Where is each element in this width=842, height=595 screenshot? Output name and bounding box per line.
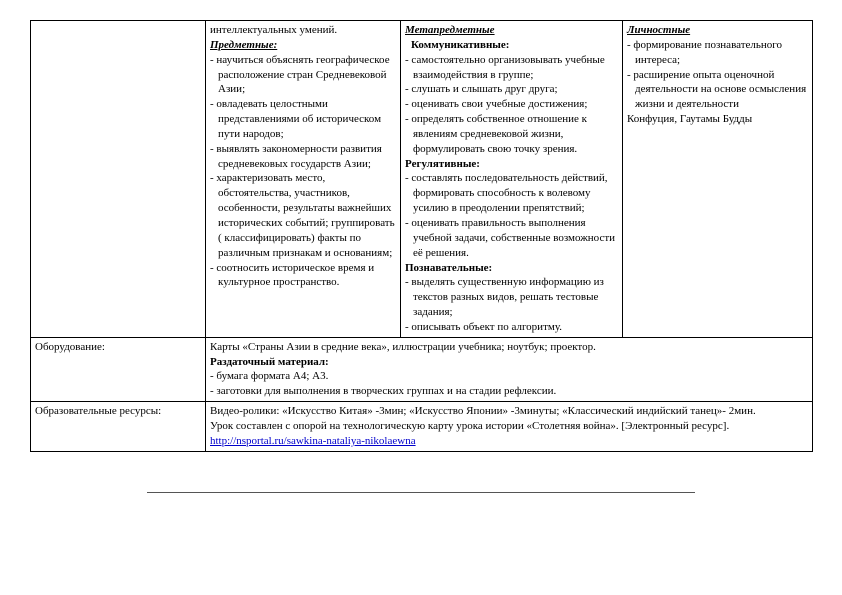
konfuciy-text: Конфуция, Гаутамы Будды xyxy=(627,112,808,127)
list-item: - характеризовать место, обстоятельства,… xyxy=(210,171,396,260)
lichnostnye-list: - формирование познавательного интереса;… xyxy=(627,38,808,112)
list-item: - соотносить историческое время и культу… xyxy=(210,261,396,291)
lichnostnye-header: Личностные xyxy=(627,23,808,38)
equipment-line1: Карты «Страны Азии в средние века», иллю… xyxy=(210,340,808,355)
list-item: - формирование познавательного интереса; xyxy=(627,38,808,68)
equipment-label: Оборудование: xyxy=(31,337,206,401)
row1-col1 xyxy=(31,21,206,338)
list-item: - составлять последовательность действий… xyxy=(405,171,618,216)
poznavatelnye-list: - выделять существенную информацию из те… xyxy=(405,275,618,334)
list-item: - самостоятельно организовывать учебные … xyxy=(405,53,618,83)
list-item: - слушать и слышать друг друга; xyxy=(405,82,618,97)
resources-content: Видео-ролики: «Искусство Китая» -3мин; «… xyxy=(206,402,813,452)
kommunikativnye-list: - самостоятельно организовывать учебные … xyxy=(405,53,618,157)
list-item: - оценивать правильность выполнения учеб… xyxy=(405,216,618,261)
kommunikativnye-header: Коммуникативные: xyxy=(405,38,618,53)
equipment-content: Карты «Страны Азии в средние века», иллю… xyxy=(206,337,813,401)
table-row: Образовательные ресурсы: Видео-ролики: «… xyxy=(31,402,813,452)
list-item: - научиться объяснять географическое рас… xyxy=(210,53,396,98)
resources-line1: Видео-ролики: «Искусство Китая» -3мин; «… xyxy=(210,404,808,419)
resources-line2: Урок составлен с опорой на технологическ… xyxy=(210,419,808,434)
list-item: - бумага формата А4; А3. xyxy=(210,369,808,384)
row1-col3: Метапредметные Коммуникативные: - самост… xyxy=(401,21,623,338)
table-row: Оборудование: Карты «Страны Азии в средн… xyxy=(31,337,813,401)
resource-link[interactable]: http://nsportal.ru/sawkina-nataliya-niko… xyxy=(210,435,416,447)
list-item: - овладевать целостными представлениями … xyxy=(210,97,396,142)
list-item: - выявлять закономерности развития средн… xyxy=(210,142,396,172)
footer-divider xyxy=(147,492,694,493)
list-item: - оценивать свои учебные достижения; xyxy=(405,97,618,112)
list-item: - выделять существенную информацию из те… xyxy=(405,275,618,320)
lesson-plan-table: интеллектуальных умений. Предметные: - н… xyxy=(30,20,813,452)
intellectual-skills-text: интеллектуальных умений. xyxy=(210,23,396,38)
resources-label: Образовательные ресурсы: xyxy=(31,402,206,452)
razdat-list: - бумага формата А4; А3. - заготовки для… xyxy=(210,369,808,399)
metapredmetnye-header: Метапредметные xyxy=(405,23,618,38)
poznavatelnye-header: Познавательные: xyxy=(405,261,618,276)
predmetnye-header: Предметные: xyxy=(210,38,396,53)
list-item: - описывать объект по алгоритму. xyxy=(405,320,618,335)
list-item: - заготовки для выполнения в творческих … xyxy=(210,384,808,399)
regulyativnye-list: - составлять последовательность действий… xyxy=(405,171,618,260)
list-item: - определять собственное отношение к явл… xyxy=(405,112,618,157)
regulyativnye-header: Регулятивные: xyxy=(405,157,618,172)
razdat-header: Раздаточный материал: xyxy=(210,355,808,370)
row1-col4: Личностные - формирование познавательног… xyxy=(623,21,813,338)
row1-col2: интеллектуальных умений. Предметные: - н… xyxy=(206,21,401,338)
list-item: - расширение опыта оценочной деятельност… xyxy=(627,68,808,113)
table-row: интеллектуальных умений. Предметные: - н… xyxy=(31,21,813,338)
predmetnye-list: - научиться объяснять географическое рас… xyxy=(210,53,396,291)
